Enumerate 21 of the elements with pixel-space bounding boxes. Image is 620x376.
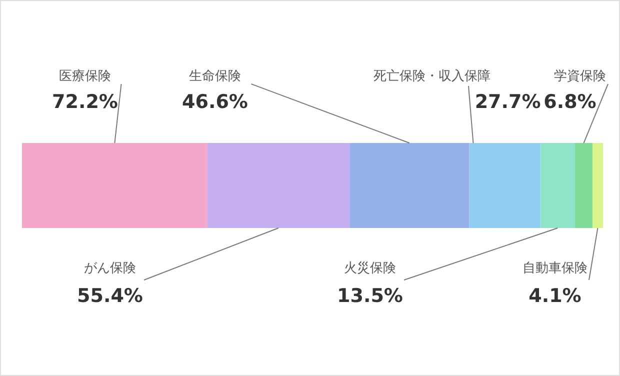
text: 火災保険 [344, 261, 396, 276]
text: がん保険 [84, 261, 136, 276]
data-label: 27.7% [474, 91, 541, 113]
text: 医療保険 [59, 69, 111, 84]
data-label: 6.8% [544, 91, 596, 113]
text: 死亡保険・収入保障 [374, 68, 490, 84]
text: 学資保険 [554, 69, 606, 84]
bar [575, 143, 592, 228]
text: 自動車保険 [522, 261, 588, 276]
data-label: 13.5% [337, 285, 403, 307]
bar [22, 143, 208, 228]
data-label: 4.1% [528, 285, 582, 307]
data-label: 55.4% [77, 285, 143, 307]
bar [592, 143, 603, 228]
bar [207, 143, 350, 228]
data-label: 46.6% [182, 91, 248, 113]
bar [540, 143, 576, 228]
bar [469, 143, 540, 228]
text: 生命保険 [189, 69, 241, 84]
data-label: 72.2% [52, 91, 118, 113]
bar [350, 143, 470, 228]
